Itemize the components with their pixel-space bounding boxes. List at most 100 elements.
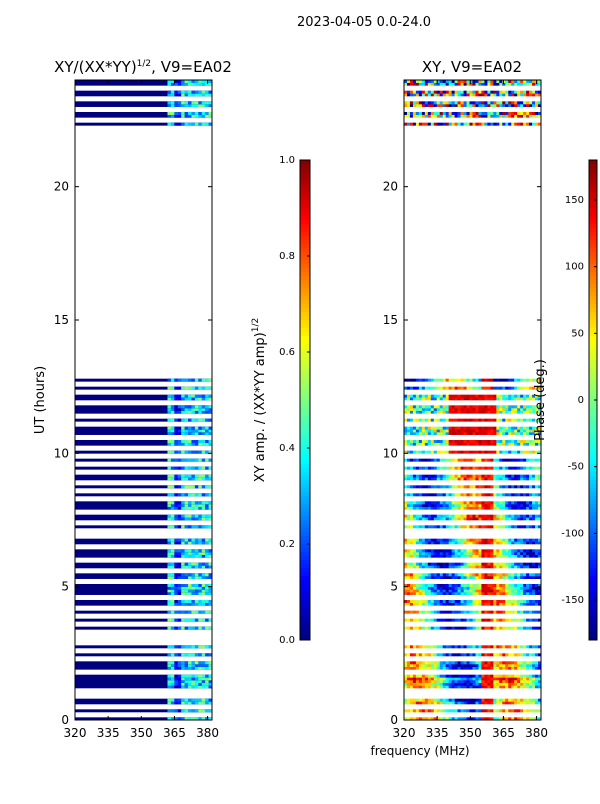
right-heatmap-cell <box>415 576 420 579</box>
colorbar-segment <box>300 256 310 261</box>
right-heatmap-cell <box>409 397 414 401</box>
right-heatmap-cell <box>404 573 408 577</box>
right-heatmap-cell <box>472 552 476 555</box>
left-heatmap-cell <box>188 645 192 649</box>
left-heatmap-cell <box>177 432 182 435</box>
right-heatmap-cell <box>490 674 494 678</box>
left-heatmap-cell <box>205 562 209 566</box>
left-heatmap-cell <box>205 442 209 446</box>
left-heatmap-cell <box>191 426 196 430</box>
left-heatmap-cell <box>198 549 203 553</box>
right-heatmap-cell <box>442 394 446 398</box>
left-heatmap-cell <box>177 626 182 630</box>
colorbar-segment <box>589 460 597 465</box>
right-heatmap-cell <box>436 466 441 470</box>
right-heatmap-cell <box>439 114 444 118</box>
right-heatmap-cell <box>409 602 414 606</box>
right-heatmap-cell <box>526 477 530 481</box>
left-heatmap-cell <box>194 93 199 97</box>
left-heatmap-cell <box>184 538 189 542</box>
right-heatmap-cell <box>433 397 438 401</box>
right-heatmap-cell <box>517 418 521 422</box>
right-heatmap-cell <box>508 645 512 649</box>
right-heatmap-cell <box>484 717 488 721</box>
right-heatmap-cell <box>427 394 432 398</box>
right-heatmap-cell <box>496 82 500 86</box>
left-heatmap-cell <box>205 626 209 630</box>
left-heatmap-cell <box>181 666 185 670</box>
left-heatmap-cell <box>170 450 175 454</box>
right-heatmap-cell <box>424 525 429 529</box>
right-heatmap-cell <box>427 80 432 83</box>
right-heatmap-cell <box>439 562 444 566</box>
right-heatmap-cell <box>424 592 429 595</box>
left-heatmap-cell <box>181 517 185 521</box>
left-heatmap-cell <box>167 418 172 422</box>
right-heatmap-cell <box>469 114 473 118</box>
right-heatmap-cell <box>433 442 438 446</box>
right-heatmap-cell <box>466 626 470 630</box>
left-heatmap-cell <box>184 549 189 553</box>
right-heatmap-cell <box>505 504 509 507</box>
left-heatmap-cell <box>208 645 213 649</box>
right-heatmap-cell <box>469 493 473 497</box>
right-heatmap-cell <box>484 584 488 587</box>
right-heatmap-cell <box>439 602 444 606</box>
right-heatmap-cell <box>526 573 530 577</box>
right-heatmap-cell <box>484 698 488 702</box>
right-heatmap-cell <box>448 717 452 721</box>
right-heatmap-cell <box>436 474 441 478</box>
right-heatmap-cell <box>535 90 539 94</box>
colorbar-segment <box>300 556 310 561</box>
left-heatmap-cell <box>174 506 179 510</box>
right-heatmap-cell <box>532 538 536 542</box>
right-heatmap-cell <box>523 517 527 521</box>
left-heatmap-cell <box>170 477 175 481</box>
left-heatmap-cell <box>177 378 182 382</box>
right-heatmap-cell <box>487 101 491 105</box>
left-heatmap-cell <box>177 514 182 518</box>
right-heatmap-cell <box>409 485 414 489</box>
right-heatmap-cell <box>508 442 512 446</box>
right-heatmap-cell <box>466 552 470 555</box>
right-heatmap-cell <box>478 114 482 118</box>
left-heatmap-row <box>75 80 212 83</box>
right-heatmap-cell <box>532 664 536 667</box>
right-heatmap-cell <box>460 666 464 670</box>
right-heatmap-cell <box>406 450 411 454</box>
right-heatmap-cell <box>427 586 432 590</box>
right-heatmap-cell <box>508 682 512 686</box>
right-heatmap-cell <box>469 458 473 462</box>
right-heatmap-cell <box>532 549 536 553</box>
colorbar-segment <box>589 400 597 405</box>
left-heatmap-cell <box>167 394 172 398</box>
right-heatmap-cell <box>421 573 426 577</box>
right-heatmap-cell <box>499 450 503 454</box>
right-heatmap-cell <box>520 477 524 481</box>
left-heatmap-cell <box>191 80 196 83</box>
right-heatmap-cell <box>463 101 467 105</box>
right-heatmap-cell <box>472 680 476 683</box>
right-heatmap-cell <box>517 93 521 97</box>
right-heatmap-cell <box>439 426 444 430</box>
left-heatmap-cell <box>191 538 196 542</box>
right-heatmap-cell <box>427 104 432 107</box>
right-heatmap-cell <box>436 504 441 507</box>
right-heatmap-cell <box>466 717 470 721</box>
colorbar-segment <box>589 316 597 321</box>
right-heatmap-cell <box>439 122 444 126</box>
right-heatmap-cell <box>469 525 473 529</box>
right-heatmap-cell <box>508 418 512 422</box>
right-heatmap-cell <box>535 584 539 587</box>
left-heatmap-cell <box>174 122 179 126</box>
left-heatmap-cell <box>201 429 206 433</box>
right-heatmap-cell <box>529 501 533 505</box>
right-heatmap-cell <box>499 122 503 126</box>
right-heatmap-cell <box>454 677 458 681</box>
left-heatmap-cell <box>177 645 182 649</box>
right-heatmap-cell <box>472 525 476 529</box>
right-heatmap-cell <box>430 82 435 86</box>
right-heatmap-cell <box>526 589 530 593</box>
right-heatmap-cell <box>454 517 458 521</box>
right-heatmap-cell <box>463 112 467 115</box>
